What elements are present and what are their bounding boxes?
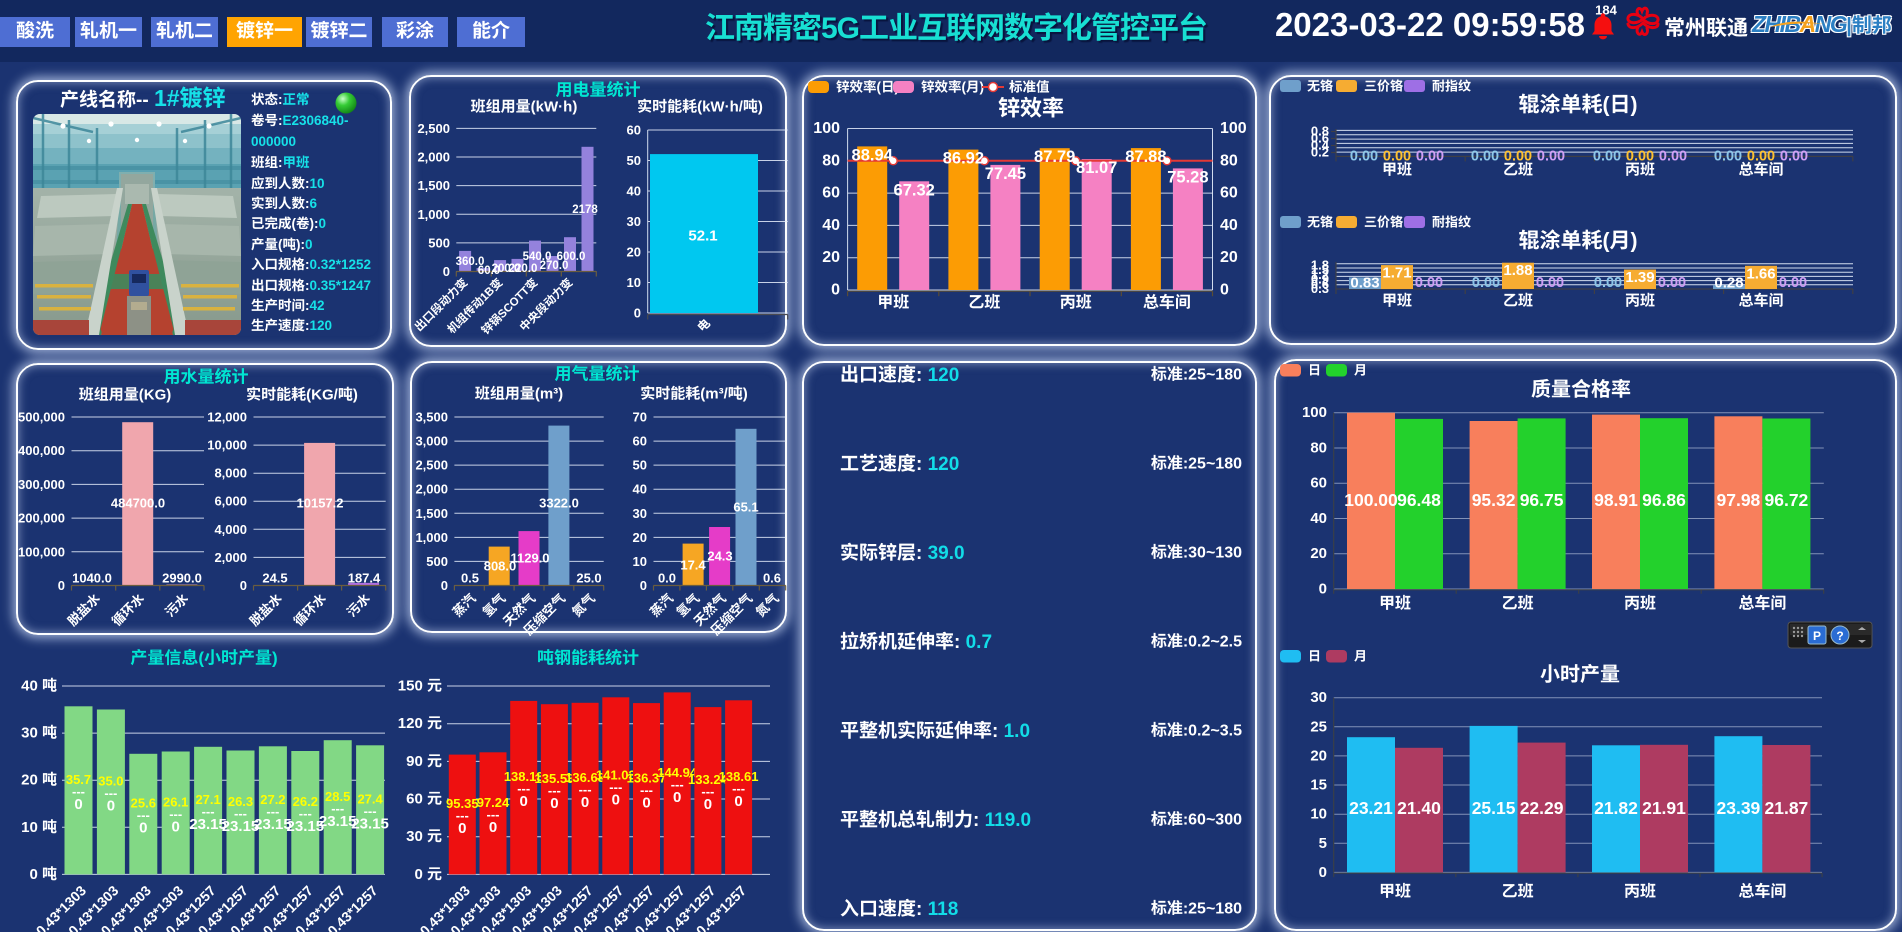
svg-text:---: --- <box>202 804 215 819</box>
svg-text:138.13: 138.13 <box>504 769 544 784</box>
svg-text:0.43*1303: 0.43*1303 <box>416 882 473 932</box>
svg-text:---: --- <box>701 784 714 799</box>
svg-text:0: 0 <box>642 794 650 811</box>
svg-text:0: 0 <box>550 795 558 812</box>
svg-text:---: --- <box>364 803 377 818</box>
svg-text:23.15: 23.15 <box>351 815 389 832</box>
svg-text:0.43*1303: 0.43*1303 <box>478 882 535 932</box>
svg-text:26.1: 26.1 <box>163 794 188 809</box>
svg-text:20 吨: 20 吨 <box>21 772 57 789</box>
svg-text:0.43*1257: 0.43*1257 <box>195 882 252 932</box>
svg-text:---: --- <box>487 807 500 822</box>
svg-text:136.63: 136.63 <box>565 770 605 785</box>
svg-text:0.43*1303: 0.43*1303 <box>447 882 504 932</box>
svg-text:10 吨: 10 吨 <box>21 819 57 836</box>
svg-text:0.43*1257: 0.43*1257 <box>570 882 627 932</box>
svg-text:90 元: 90 元 <box>406 753 442 770</box>
svg-text:---: --- <box>517 781 530 796</box>
svg-text:144.94: 144.94 <box>657 765 698 780</box>
svg-text:0.43*1257: 0.43*1257 <box>693 882 750 932</box>
svg-text:184: 184 <box>1595 3 1617 18</box>
svg-text:120 元: 120 元 <box>398 715 442 732</box>
svg-text:---: --- <box>104 786 117 801</box>
svg-text:0: 0 <box>74 796 82 813</box>
svg-text:138.61: 138.61 <box>719 769 759 784</box>
svg-text:23.15: 23.15 <box>319 813 357 830</box>
svg-text:23.15: 23.15 <box>222 818 260 835</box>
svg-text:25.6: 25.6 <box>131 796 156 811</box>
svg-text:141.03: 141.03 <box>596 767 636 782</box>
svg-text:0.43*1303: 0.43*1303 <box>65 882 122 932</box>
svg-text:0.43*1303: 0.43*1303 <box>33 882 90 932</box>
svg-text:0: 0 <box>520 793 528 810</box>
svg-text:26.2: 26.2 <box>293 794 318 809</box>
svg-text:---: --- <box>299 806 312 821</box>
svg-text:133.24: 133.24 <box>688 772 729 787</box>
svg-text:---: --- <box>671 777 684 792</box>
svg-text:0: 0 <box>581 794 589 811</box>
svg-text:0: 0 <box>107 798 115 815</box>
svg-text:0.43*1257: 0.43*1257 <box>662 882 719 932</box>
svg-text:60 元: 60 元 <box>406 791 442 808</box>
svg-text:0: 0 <box>489 819 497 836</box>
svg-text:35.7: 35.7 <box>66 772 91 787</box>
svg-text:150 元: 150 元 <box>398 678 442 695</box>
svg-text:0.43*1257: 0.43*1257 <box>631 882 688 932</box>
svg-text:0.43*1303: 0.43*1303 <box>97 882 154 932</box>
svg-text:27.4: 27.4 <box>357 791 383 806</box>
svg-text:23.15: 23.15 <box>287 818 325 835</box>
svg-text:30 吨: 30 吨 <box>21 725 57 742</box>
svg-text:27.2: 27.2 <box>260 792 285 807</box>
svg-text:---: --- <box>456 808 469 823</box>
svg-text:95.35: 95.35 <box>446 796 479 811</box>
svg-text:---: --- <box>640 782 653 797</box>
svg-text:0.43*1257: 0.43*1257 <box>162 882 219 932</box>
svg-text:136.37: 136.37 <box>627 770 667 785</box>
svg-text:35.0: 35.0 <box>98 774 123 789</box>
svg-text:---: --- <box>137 808 150 823</box>
svg-text:0 元: 0 元 <box>414 866 442 883</box>
svg-text:23.15: 23.15 <box>254 816 292 833</box>
svg-text:---: --- <box>72 784 85 799</box>
svg-text:0.43*1303: 0.43*1303 <box>509 882 566 932</box>
svg-text:0: 0 <box>458 820 466 837</box>
svg-text:0: 0 <box>673 789 681 806</box>
svg-text:0: 0 <box>139 820 147 837</box>
svg-text:---: --- <box>234 806 247 821</box>
svg-text:---: --- <box>732 781 745 796</box>
svg-text:吨钢能耗统计: 吨钢能耗统计 <box>537 649 639 668</box>
svg-text:0.43*1303: 0.43*1303 <box>130 882 187 932</box>
svg-text:30 元: 30 元 <box>406 828 442 845</box>
svg-text:0.43*1257: 0.43*1257 <box>324 882 381 932</box>
svg-text:0 吨: 0 吨 <box>29 866 57 883</box>
svg-text:---: --- <box>266 804 279 819</box>
svg-text:0.43*1257: 0.43*1257 <box>259 882 316 932</box>
svg-text:0.43*1257: 0.43*1257 <box>292 882 349 932</box>
svg-text:---: --- <box>579 782 592 797</box>
svg-text:---: --- <box>548 783 561 798</box>
svg-text:27.1: 27.1 <box>195 792 220 807</box>
svg-text:23.15: 23.15 <box>189 816 227 833</box>
svg-text:---: --- <box>609 779 622 794</box>
svg-text:0: 0 <box>734 793 742 810</box>
svg-text:0: 0 <box>612 791 620 808</box>
svg-text:0.43*1257: 0.43*1257 <box>539 882 596 932</box>
svg-text:---: --- <box>169 806 182 821</box>
svg-text:0: 0 <box>704 796 712 813</box>
svg-text:0.43*1257: 0.43*1257 <box>227 882 284 932</box>
svg-text:28.5: 28.5 <box>325 789 350 804</box>
svg-text:26.3: 26.3 <box>228 794 253 809</box>
svg-text:135.53: 135.53 <box>535 771 575 786</box>
svg-text:0.43*1257: 0.43*1257 <box>601 882 658 932</box>
svg-text:40 吨: 40 吨 <box>21 678 57 695</box>
svg-text:---: --- <box>331 801 344 816</box>
svg-text:产量信息(小时产量): 产量信息(小时产量) <box>130 649 277 668</box>
svg-text:97.24: 97.24 <box>477 795 510 810</box>
svg-text:0: 0 <box>172 818 180 835</box>
